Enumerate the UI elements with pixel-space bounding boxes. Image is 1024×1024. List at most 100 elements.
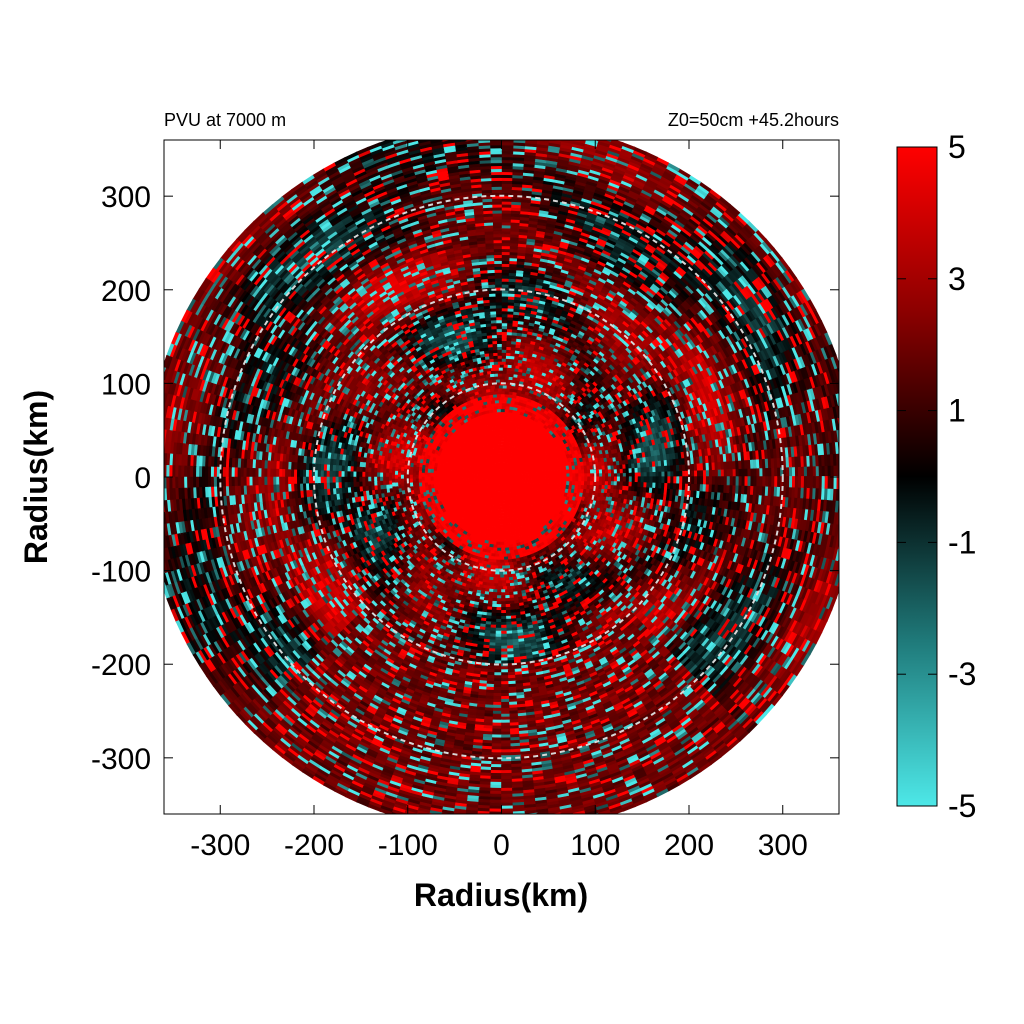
heatmap-cell <box>462 474 467 480</box>
heatmap-cell <box>497 529 502 534</box>
heatmap-cell <box>596 472 600 478</box>
heatmap-cell <box>625 471 630 478</box>
heatmap-cell <box>501 544 506 549</box>
heatmap-cell <box>542 476 547 482</box>
plot-title-left: PVU at 7000 m <box>164 110 286 130</box>
heatmap-cell <box>394 474 398 480</box>
heatmap-cell <box>435 476 440 482</box>
heatmap-cell <box>505 352 511 357</box>
heatmap-cell <box>494 580 500 585</box>
heatmap-cell <box>491 337 498 342</box>
heatmap-cell <box>391 474 395 480</box>
heatmap-cell <box>622 467 627 474</box>
heatmap-cell <box>499 426 504 430</box>
heatmap-cell <box>496 372 502 377</box>
heatmap-cell <box>499 411 504 416</box>
heatmap-cell <box>502 583 508 588</box>
heatmap-cell <box>500 375 505 380</box>
heatmap-cell <box>496 541 502 546</box>
heatmap-cell <box>429 476 434 482</box>
heatmap-cell <box>499 538 504 543</box>
heatmap-cell <box>496 402 502 407</box>
heatmap-cell <box>610 480 615 486</box>
heatmap-cell <box>578 472 583 478</box>
heatmap-cell <box>471 474 476 480</box>
heatmap-cell <box>500 438 505 442</box>
heatmap-cell <box>587 476 591 482</box>
heatmap-cell <box>613 476 618 482</box>
heatmap-cell <box>501 609 507 614</box>
heatmap-cell <box>501 405 506 410</box>
heatmap-cell <box>444 472 449 478</box>
heatmap-cell <box>496 337 502 342</box>
heatmap-cell <box>370 476 375 483</box>
heatmap-cell <box>631 471 636 478</box>
heatmap-cell <box>499 571 505 576</box>
heatmap-cell <box>497 589 502 593</box>
heatmap-cell <box>500 526 505 531</box>
heatmap-cell <box>560 476 565 482</box>
heatmap-cell <box>505 591 511 596</box>
heatmap-field <box>164 140 839 814</box>
heatmap-cell <box>505 349 511 354</box>
heatmap-cell <box>496 349 502 353</box>
heatmap-cell <box>367 476 372 483</box>
heatmap-plot-area <box>164 140 839 814</box>
heatmap-cell <box>364 476 369 483</box>
heatmap-cell <box>480 474 485 480</box>
heatmap-cell <box>563 472 568 478</box>
heatmap-cell <box>500 509 505 513</box>
heatmap-cell <box>498 378 504 383</box>
heatmap-cell <box>492 597 498 602</box>
heatmap-cell <box>496 607 503 611</box>
heatmap-cell <box>501 420 506 425</box>
heatmap-cell <box>500 559 506 564</box>
heatmap-cell <box>631 480 636 487</box>
heatmap-cell <box>622 476 627 482</box>
heatmap-cell <box>604 472 609 478</box>
heatmap-cell <box>551 472 556 478</box>
heatmap-cell <box>554 476 559 482</box>
heatmap-cell <box>619 476 624 482</box>
heatmap-cell <box>498 583 503 588</box>
heatmap-cell <box>616 480 621 486</box>
heatmap-cell <box>426 476 431 482</box>
heatmap-cell <box>491 606 498 611</box>
heatmap-cell <box>631 476 636 483</box>
heatmap-cell <box>625 476 630 482</box>
heatmap-cell <box>637 466 642 473</box>
heatmap-cell <box>499 524 504 528</box>
heatmap-cell <box>497 577 502 582</box>
heatmap-cell <box>498 503 503 507</box>
heatmap-cell <box>501 417 507 422</box>
heatmap-cell <box>497 414 503 419</box>
heatmap-cell <box>499 444 504 448</box>
heatmap-cell <box>596 476 600 482</box>
heatmap-cell <box>613 480 618 486</box>
heatmap-cell <box>581 476 585 482</box>
heatmap-cell <box>501 604 507 608</box>
heatmap-cell <box>581 472 585 478</box>
heatmap-cell <box>495 568 501 573</box>
heatmap-cell <box>602 476 606 482</box>
heatmap-cell <box>501 598 507 602</box>
heatmap-cell <box>496 595 502 599</box>
heatmap-cell <box>497 544 502 549</box>
heatmap-cell <box>447 474 452 480</box>
heatmap-cell <box>495 571 501 576</box>
heatmap-cell <box>496 556 501 561</box>
heatmap-cell <box>499 364 504 368</box>
heatmap-cell <box>498 533 503 537</box>
heatmap-cell <box>382 468 387 474</box>
heatmap-cell <box>499 506 504 510</box>
heatmap-cell <box>496 609 503 614</box>
heatmap-cell <box>572 472 577 478</box>
heatmap-cell <box>505 337 512 342</box>
heatmap-cell <box>505 343 512 348</box>
heatmap-cell <box>456 474 461 480</box>
heatmap-cell <box>496 408 501 413</box>
heatmap-cell <box>497 366 503 371</box>
heatmap-cell <box>498 580 503 584</box>
heatmap-cell <box>500 337 507 342</box>
heatmap-cell <box>435 472 440 478</box>
